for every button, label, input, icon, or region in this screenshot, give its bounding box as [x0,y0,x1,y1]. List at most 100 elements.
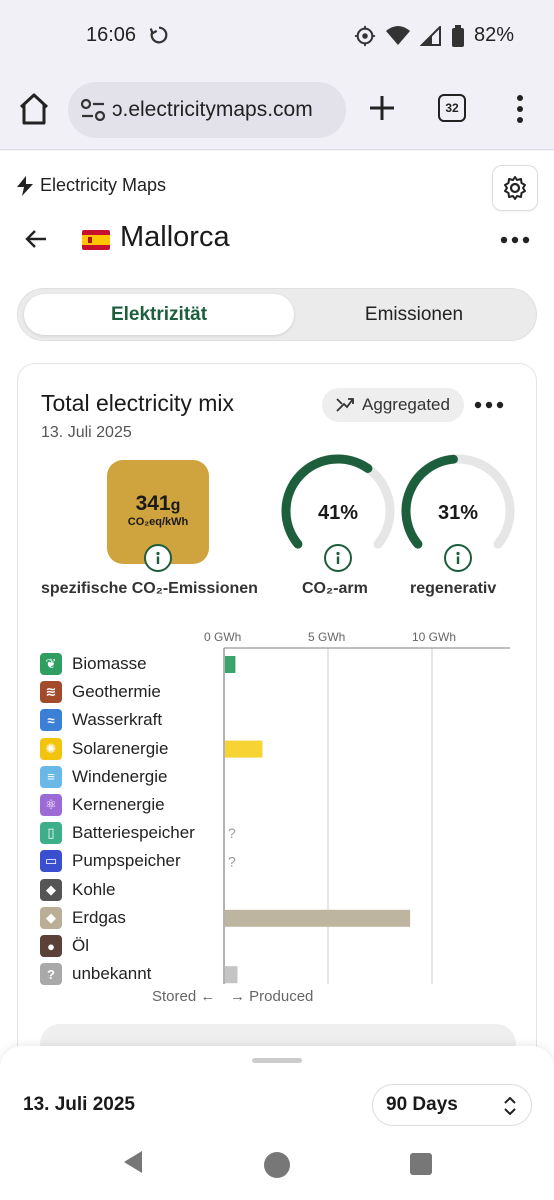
source-icon: ▯ [40,822,62,845]
tab-electricity[interactable]: Elektrizität [24,294,294,335]
main-content: Elektrizität Emissionen Total electricit… [0,283,554,1084]
android-home-icon[interactable] [264,1152,290,1178]
brand-logo[interactable]: Electricity Maps [16,175,166,196]
sheet-drag-handle[interactable] [252,1058,302,1063]
location-target-icon [354,25,376,46]
source-label: Öl [72,936,89,955]
signal-icon [419,25,441,46]
tick-label: 10 GWh [412,630,457,644]
source-icon: ? [40,963,62,986]
co2-intensity-value: 341g [135,492,181,515]
selected-date: 13. Juli 2025 [23,1094,135,1115]
co2-intensity-label: spezifische CO₂-Emissionen [41,580,258,597]
status-time: 16:06 [86,24,137,46]
source-label: Geothermie [72,682,161,702]
source-label: Kernenergie [72,795,165,814]
address-bar[interactable]: ɔ.electricitymaps.com [68,82,346,138]
more-options-icon[interactable] [500,235,530,245]
source-label: Kohle [72,879,116,899]
bar-solarenergie[interactable] [225,740,263,758]
new-tab-plus-icon[interactable] [368,94,396,122]
battery-percent: 82% [473,24,514,46]
bolt-icon [17,175,33,196]
bar-unbekannt[interactable] [225,966,238,984]
aggregated-toggle[interactable]: Aggregated [322,388,464,422]
card-more-options-icon[interactable] [474,400,504,410]
source-label: Biomasse [72,654,147,673]
source-label: Batteriespeicher [72,823,195,843]
source-label: unbekannt [72,964,152,984]
browser-menu-icon[interactable] [510,94,530,124]
source-row[interactable]: ▭ Pumpspeicher [40,849,181,873]
electricity-mix-card: Total electricity mix 13. Juli 2025 Aggr… [17,363,538,1084]
renewable-info-icon[interactable] [444,544,472,572]
source-row[interactable]: ? unbekannt [40,962,151,986]
source-icon: ⚛ [40,794,62,816]
time-range-value: 90 Days [386,1094,458,1115]
source-icon: ≈ [40,709,62,732]
app-header: Electricity Maps Mallorca [0,151,554,283]
gear-icon [504,176,526,200]
source-label: Solarenergie [72,738,169,758]
android-recents-icon[interactable] [410,1153,432,1175]
source-row[interactable]: ≈ Wasserkraft [40,708,162,732]
time-range-select[interactable]: 90 Days [372,1084,532,1126]
low-carbon-gauge [281,454,395,549]
time-controller-sheet: 13. Juli 2025 90 Days [0,1046,554,1200]
low-carbon-info-icon[interactable] [324,544,352,572]
source-row[interactable]: ▯ Batteriespeicher [40,821,195,845]
low-carbon-value: 41% [317,502,359,524]
card-title: Total electricity mix [41,390,234,416]
source-icon: ❦ [40,653,62,675]
region-title: Mallorca [120,221,230,253]
source-icon: ▭ [40,850,62,873]
tab-switcher-button[interactable]: 32 [438,94,466,122]
aggregated-label: Aggregated [362,395,450,414]
url-text: ɔ.electricitymaps.com [112,98,313,121]
source-row[interactable]: ≋ Geothermie [40,680,161,704]
browser-toolbar: ɔ.electricitymaps.com 32 [0,72,554,150]
production-chart: ?? ❦ Biomasse ≋ Geothermie ≈ Wasserkraft ✺ Sola… [18,622,538,1022]
source-icon: ● [40,935,62,957]
source-row[interactable]: ✺ Solarenergie [40,737,168,761]
unknown-value-marker: ? [228,853,236,869]
shuffle-arrows-icon [336,398,354,412]
source-row[interactable]: ⚛ Kernenergie [40,793,165,817]
bar-biomasse[interactable] [225,656,236,673]
produced-caption: → Produced [230,988,314,1005]
spain-flag-icon [82,230,110,250]
tick-label: 0 GWh [204,630,242,644]
renewable-value: 31% [437,502,479,524]
renewable-gauge [401,454,515,549]
source-row[interactable]: ◆ Erdgas [40,906,126,930]
site-settings-icon[interactable] [80,99,106,121]
chevron-up-down-icon [504,1097,516,1115]
low-carbon-label: CO₂-arm [302,580,368,597]
source-label: Windenergie [72,766,168,786]
chart-canvas: ?? [223,647,510,984]
settings-button[interactable] [492,165,538,211]
source-row[interactable]: ≡ Windenergie [40,765,167,789]
renewable-label: regenerativ [410,580,497,597]
bar-erdgas[interactable] [225,909,411,927]
android-back-icon[interactable] [122,1150,144,1174]
home-icon[interactable] [18,92,50,126]
source-label: Erdgas [72,907,126,927]
sync-icon [149,26,168,44]
source-row[interactable]: ◆ Kohle [40,878,115,902]
wifi-icon [385,25,410,45]
status-bar: 16:06 82% [0,0,554,72]
source-icon: ◆ [40,878,62,901]
source-icon: ◆ [40,906,62,929]
co2-info-icon[interactable] [144,544,172,572]
source-label: Wasserkraft [72,710,163,730]
source-row[interactable]: ● Öl [40,934,89,958]
back-arrow-icon[interactable] [24,227,48,251]
source-row[interactable]: ❦ Biomasse [40,652,147,676]
source-icon: ≋ [40,681,62,704]
source-icon: ≡ [40,765,62,788]
tab-emissions[interactable]: Emissionen [364,303,464,325]
tick-label: 5 GWh [308,630,346,644]
source-label: Pumpspeicher [72,851,181,871]
co2-intensity-unit: CO₂eq/kWh [127,516,189,528]
